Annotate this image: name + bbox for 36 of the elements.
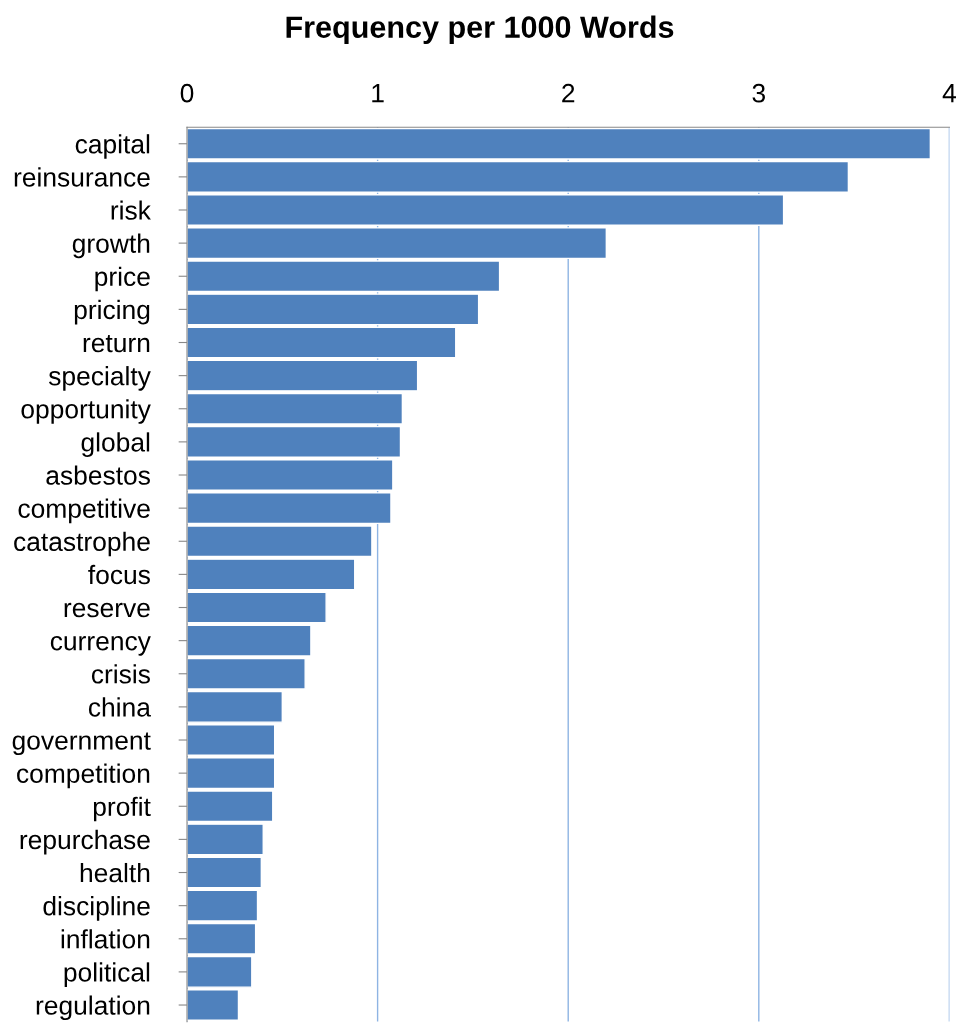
y-tick-label: reinsurance [14,167,150,187]
chart-title: Frequency per 1000 Words [286,15,674,44]
y-tick-label: opportunity [21,399,151,424]
x-tick-label: 1 [372,84,384,103]
y-tick-label: growth [72,233,150,259]
y-tick-label: inflation [61,929,150,949]
y-tick-label: specialty [48,366,151,391]
y-tick-label: currency [50,636,151,656]
y-tick-label: government [12,732,151,756]
x-tick-label: 0 [180,83,194,103]
x-tick-label: 4 [942,84,956,103]
y-tick-label: price [95,266,150,292]
y-tick-label: risk [111,200,151,220]
y-tick-label: return [83,335,150,353]
y-tick-label: health [80,862,150,883]
y-tick-label: competitive [18,498,150,524]
bar [187,326,457,359]
y-tick-label: china [88,697,151,717]
x-tick-label: 3 [752,83,765,103]
bar [187,856,263,889]
bar [187,591,327,624]
y-tick-label: discipline [43,896,150,921]
y-tick-label: capital [75,134,150,159]
x-tick-label: 2 [562,83,575,103]
y-tick-label: catastrophe [14,531,150,557]
y-tick-label: profit [93,796,151,822]
y-tick-label: regulation [36,995,150,1021]
y-tick-label: competition [17,763,150,789]
y-tick-label: crisis [91,664,150,684]
y-tick-label: reserve [64,602,150,618]
y-tick-label: asbestos [46,465,150,485]
y-tick-label: global [81,432,150,457]
y-tick-label: focus [88,564,150,585]
y-tick-label: pricing [74,299,150,325]
y-tick-label: repurchase [20,829,150,855]
y-tick-label: political [64,962,150,987]
